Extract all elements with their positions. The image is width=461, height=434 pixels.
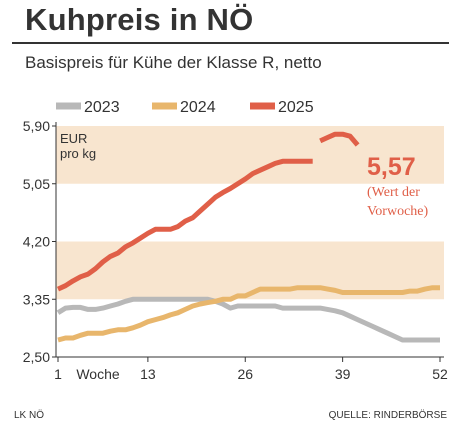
footer-source: QUELLE: RINDERBÖRSE <box>328 410 447 421</box>
y-tick-label: 4,20 <box>23 234 50 250</box>
y-tick-label: 2,50 <box>23 349 50 365</box>
legend-label-2025: 2025 <box>278 99 314 116</box>
annotation-note: (Wert der <box>367 185 420 200</box>
annotation-value: 5,57 <box>367 153 416 181</box>
y-tick-label: 5,05 <box>23 176 50 192</box>
legend-label-2024: 2024 <box>180 99 216 116</box>
x-tick-label: 52 <box>432 366 448 382</box>
footer-credit: LK NÖ <box>14 410 45 421</box>
x-tick-label: 13 <box>140 366 156 382</box>
series-line-2023-0 <box>56 296 440 343</box>
x-tick-label: 39 <box>335 366 351 382</box>
unit-label: pro kg <box>60 146 96 161</box>
y-tick-label: 3,35 <box>23 291 50 307</box>
x-tick-label: 1 <box>54 366 62 382</box>
x-axis-label: Woche <box>76 366 120 382</box>
unit-label: EUR <box>60 131 87 146</box>
chart-subtitle: Basispreis für Kühe der Klasse R, netto <box>25 53 322 72</box>
y-tick-label: 5,90 <box>23 118 50 134</box>
legend-label-2023: 2023 <box>84 99 120 116</box>
title-divider <box>12 42 449 44</box>
series-line-2025-2 <box>56 158 313 292</box>
chart-title: Kuhpreis in NÖ <box>25 2 254 37</box>
annotation-note: Vorwoche) <box>367 204 429 219</box>
series-line-2024-1 <box>57 285 440 343</box>
x-tick-label: 26 <box>237 366 253 382</box>
series-line-2025-3 <box>319 131 360 147</box>
